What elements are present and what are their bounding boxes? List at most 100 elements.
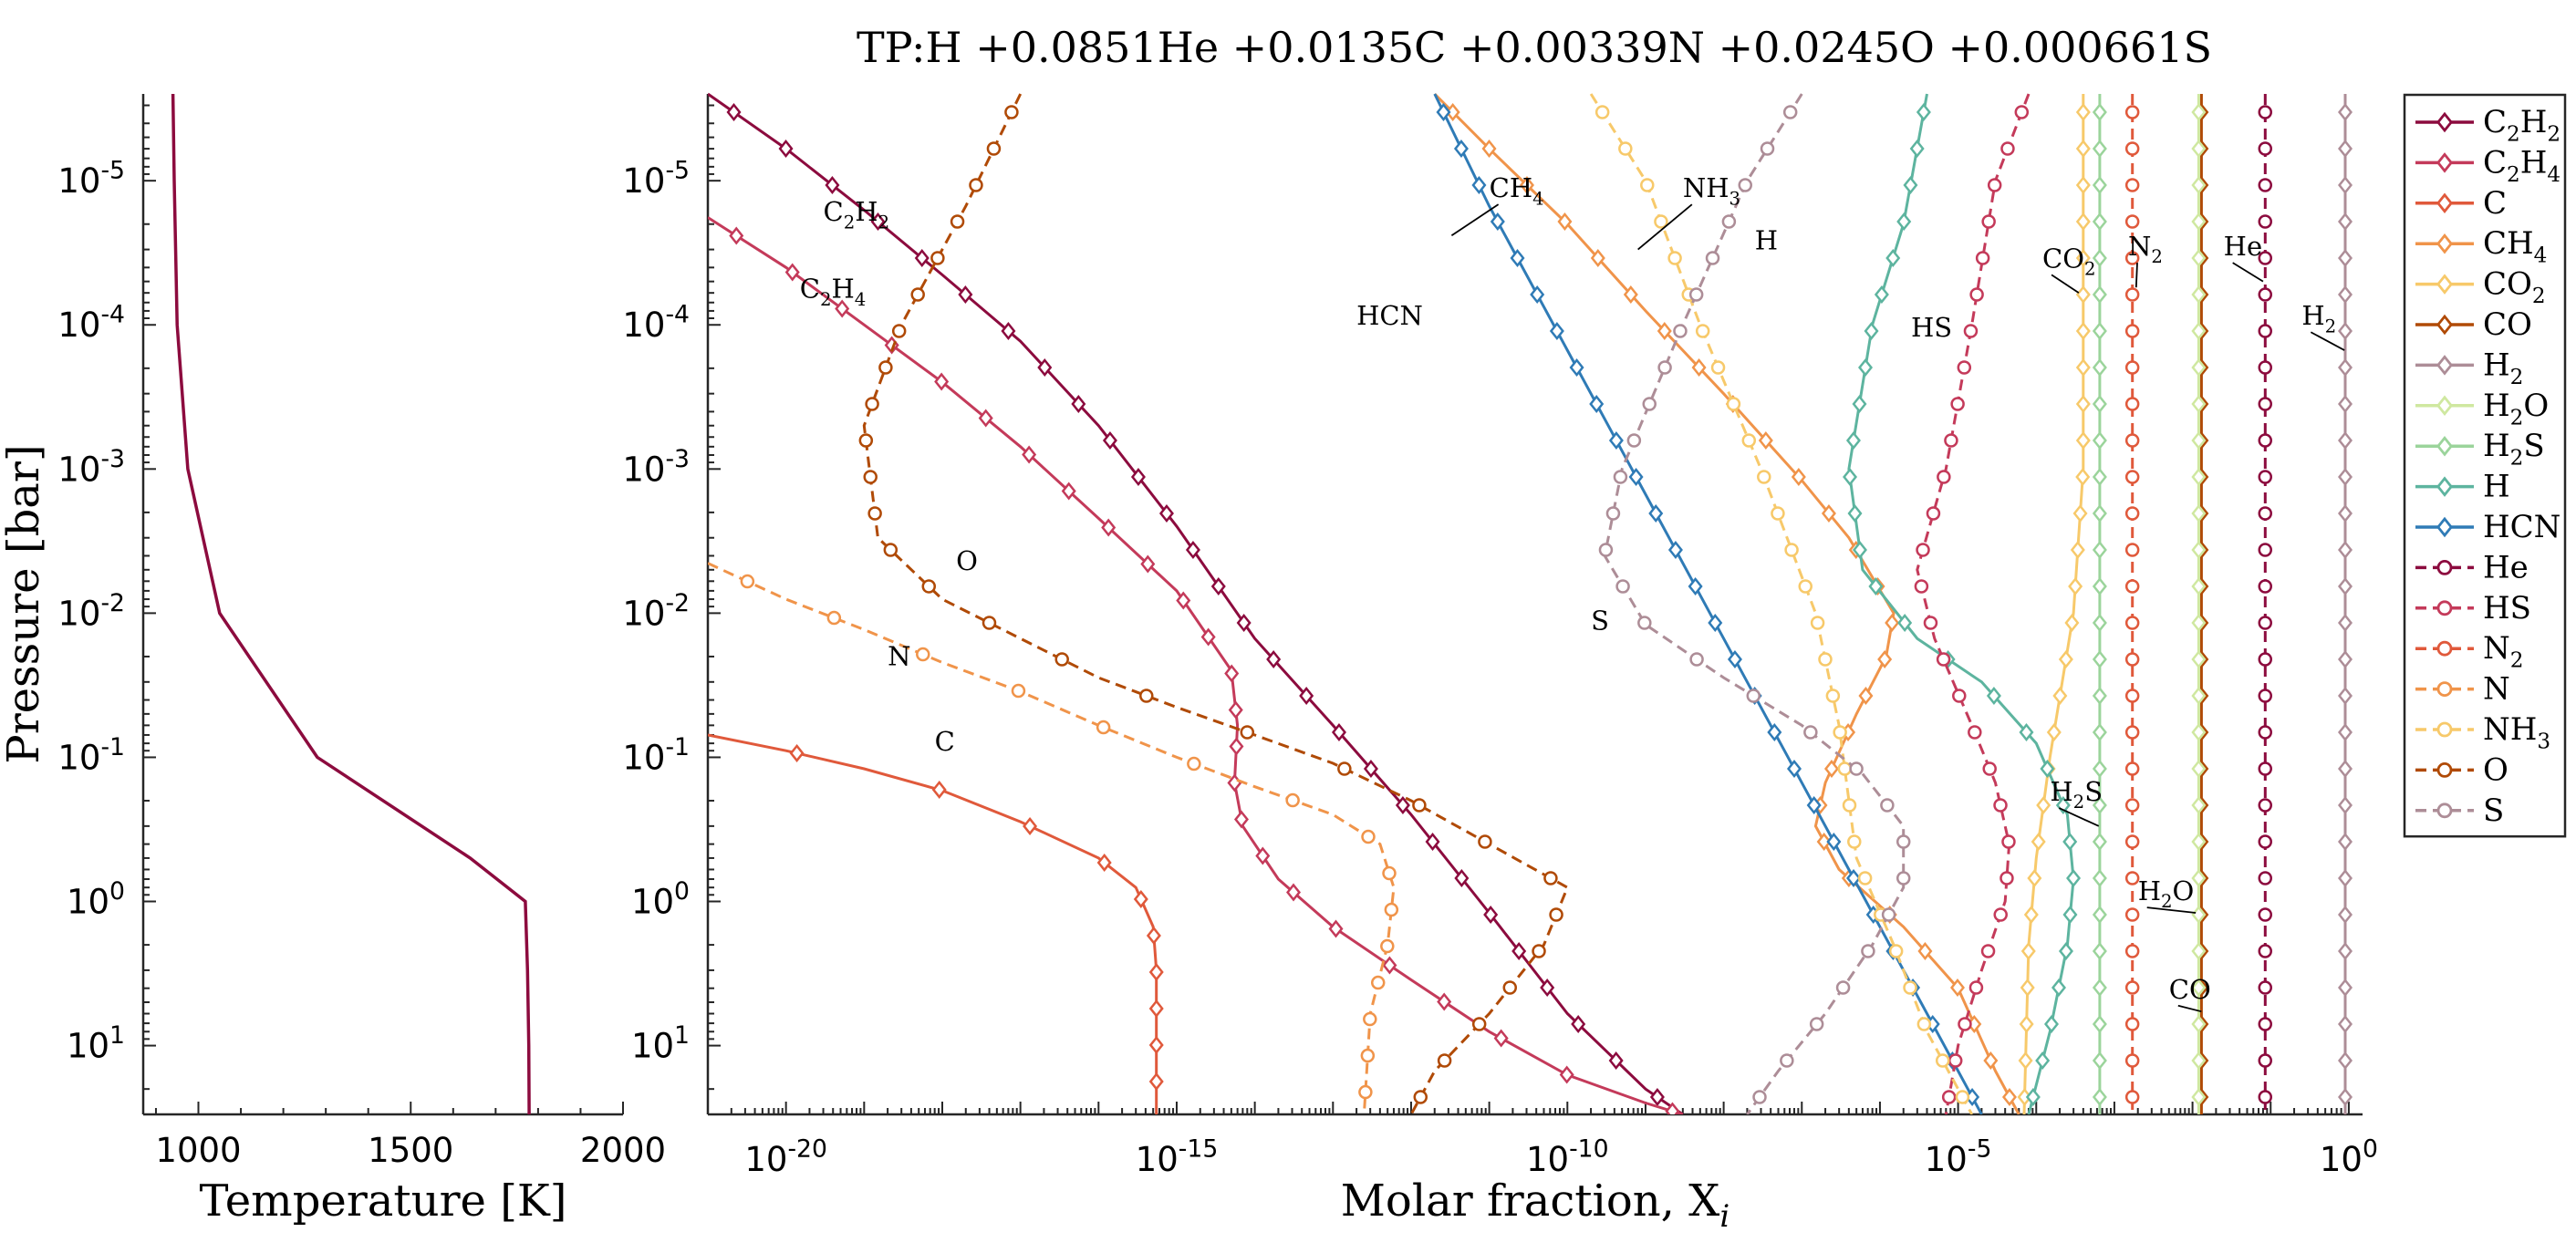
marker-H2S	[2092, 722, 2107, 742]
marker-C	[1148, 1035, 1164, 1054]
marker-H	[1903, 175, 1918, 195]
marker-He	[2258, 579, 2273, 594]
marker-N2	[2124, 251, 2140, 265]
marker-H	[2040, 759, 2055, 779]
marker-N2	[2124, 725, 2140, 740]
legend-item-H2: H2	[2415, 347, 2523, 389]
marker-S	[1849, 761, 1864, 776]
legend-marker	[2436, 516, 2453, 538]
marker-N2	[2124, 579, 2140, 594]
marker-N	[1358, 1084, 1373, 1100]
marker-H	[2058, 941, 2073, 961]
marker-NH3	[1903, 980, 1917, 995]
marker-S	[1738, 178, 1752, 192]
marker-He	[2258, 616, 2273, 630]
marker-H2	[2337, 1014, 2353, 1034]
temp-x-tick-label: 1000	[155, 1131, 241, 1170]
marker-C2H2	[1425, 832, 1440, 852]
series-line-CH4	[1433, 92, 2020, 1114]
marker-H2O	[2191, 540, 2207, 560]
marker-C2H2	[1210, 576, 1226, 596]
marker-HS	[2014, 105, 2030, 119]
marker-H2O	[2191, 649, 2207, 669]
marker-CO2	[2070, 540, 2085, 560]
marker-S	[1835, 980, 1851, 995]
marker-O	[858, 433, 874, 448]
marker-H2S	[2092, 467, 2107, 487]
marker-C2H2	[1102, 430, 1117, 450]
annotation-leader-16	[2146, 906, 2197, 914]
marker-N2	[2124, 1053, 2140, 1068]
annotation-leader-17	[2177, 1004, 2202, 1013]
marker-C2H4	[1140, 554, 1156, 574]
legend-item-CO: CO	[2415, 306, 2532, 343]
marker-NH3	[1955, 1090, 1970, 1104]
legend-item-S: S	[2415, 792, 2504, 829]
annotation-15: H2S	[2050, 776, 2103, 813]
legend-label: C2H2	[2483, 104, 2560, 147]
series-He	[2258, 94, 2273, 1114]
marker-CO2	[2075, 394, 2091, 414]
molar-x-tick-label: 10-5	[1925, 1134, 1992, 1179]
marker-O	[1413, 1090, 1428, 1104]
marker-S	[1809, 1017, 1824, 1031]
marker-C	[1096, 853, 1112, 872]
marker-HS	[1982, 761, 1997, 776]
marker-H2O	[2191, 576, 2207, 596]
marker-HS	[1957, 360, 1972, 375]
marker-CO2	[2075, 139, 2091, 159]
marker-CO2	[2058, 649, 2073, 669]
legend-item-H2O: H2O	[2415, 388, 2549, 430]
marker-H2	[2337, 503, 2353, 523]
marker-H2S	[2092, 102, 2107, 122]
marker-H2	[2337, 759, 2353, 779]
marker-H	[1843, 467, 1858, 487]
marker-N2	[2124, 214, 2140, 229]
temp-x-tick-label: 1500	[368, 1131, 453, 1170]
marker-HCN	[1708, 613, 1723, 633]
marker-CH4	[1821, 503, 1836, 523]
marker-H2O	[2191, 795, 2207, 815]
marker-HCN	[1628, 467, 1644, 487]
marker-H2	[2337, 941, 2353, 961]
legend-marker	[2436, 395, 2453, 417]
marker-CH4	[1885, 613, 1900, 633]
marker-H2O	[2191, 321, 2207, 341]
marker-C2H4	[1101, 518, 1117, 537]
marker-C2H4	[1224, 664, 1240, 683]
marker-H2O	[2191, 759, 2207, 779]
marker-He	[2258, 178, 2273, 192]
marker-O	[1240, 725, 1255, 740]
marker-NH3	[1726, 397, 1741, 411]
marker-H	[2019, 722, 2034, 742]
marker-C2H4	[1255, 846, 1271, 865]
marker-H2S	[2092, 1051, 2107, 1071]
marker-N	[1384, 902, 1399, 917]
marker-O	[1139, 689, 1154, 703]
marker-H	[2025, 1087, 2041, 1107]
marker-C	[1148, 1072, 1164, 1091]
marker-N2	[2124, 506, 2140, 521]
molar-x-tick-label: 10-15	[1136, 1134, 1219, 1179]
series-line-NH3	[1589, 93, 1974, 1114]
legend-label: N	[2483, 671, 2510, 708]
series-CH4	[1433, 92, 2020, 1114]
marker-H	[1896, 212, 1912, 232]
marker-O	[1412, 798, 1427, 813]
marker-CH4	[1590, 248, 1605, 268]
series-line-HS	[1916, 93, 2031, 1114]
marker-C2H4	[1559, 1065, 1574, 1084]
legend-label: HS	[2483, 590, 2531, 626]
marker-S	[1626, 433, 1642, 448]
marker-N	[1380, 938, 1395, 954]
marker-C2H2	[1395, 795, 1410, 815]
marker-CO2	[2027, 868, 2042, 888]
marker-H2	[2337, 394, 2353, 414]
marker-C2H2	[1037, 357, 1053, 378]
marker-C2H4	[1437, 992, 1452, 1011]
marker-H2S	[2092, 139, 2107, 159]
marker-O	[950, 214, 965, 229]
legend-marker	[2436, 640, 2453, 657]
marker-H2	[2337, 212, 2353, 232]
marker-HS	[2001, 834, 2016, 849]
